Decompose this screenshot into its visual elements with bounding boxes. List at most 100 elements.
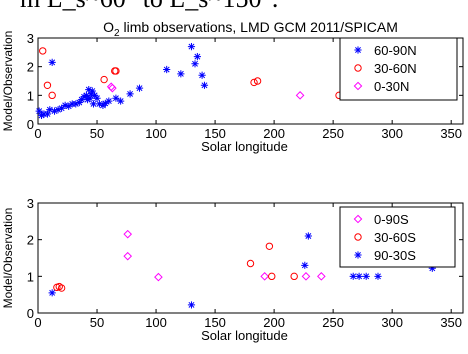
x-tick-label: 200 <box>263 315 285 330</box>
data-point <box>354 233 362 241</box>
y-axis-label: Model/Observation <box>1 208 15 309</box>
data-point <box>301 272 311 281</box>
y-axis-label: Model/Observation <box>1 31 15 132</box>
data-point <box>253 77 262 85</box>
data-point <box>187 43 196 51</box>
legend-label: 30-60S <box>374 230 416 245</box>
data-point <box>354 251 362 259</box>
data-point <box>83 96 92 104</box>
y-tick-label: 1 <box>27 88 34 103</box>
x-tick-label: 150 <box>204 126 226 141</box>
data-point <box>135 84 144 92</box>
data-point <box>39 47 47 55</box>
legend-label: 0-90S <box>374 212 409 227</box>
legend-label: 0-30N <box>374 79 409 94</box>
data-point <box>87 90 95 98</box>
data-point <box>100 75 108 84</box>
data-point <box>48 289 56 297</box>
data-point <box>80 93 88 101</box>
clipped-header-text: m L_s~60° to L_s~150°. <box>0 0 468 14</box>
y-tick-label: 1 <box>27 269 34 284</box>
x-tick-label: 0 <box>34 126 41 141</box>
data-point <box>353 214 363 224</box>
chart-panel-2: 0 50 100 150 200 250 300 350 0 1 2 3 Solar longitude… <box>1 196 464 343</box>
data-point <box>353 81 363 91</box>
y-tick-label: 0 <box>27 117 34 132</box>
x-tick-label: 50 <box>90 315 104 330</box>
data-point <box>123 251 133 261</box>
data-point <box>54 106 62 114</box>
data-point <box>112 67 120 75</box>
data-point <box>95 100 103 108</box>
legend-label: 90-30S <box>374 248 416 263</box>
data-point <box>101 99 109 107</box>
data-point <box>126 90 134 98</box>
data-point <box>48 91 56 100</box>
data-point <box>75 98 83 107</box>
data-point <box>108 83 117 93</box>
x-tick-label: 350 <box>440 315 462 330</box>
data-point <box>428 264 436 272</box>
data-point <box>46 106 54 114</box>
data-point <box>72 100 80 108</box>
x-tick-label: 50 <box>90 126 104 141</box>
data-point <box>290 272 298 281</box>
data-point <box>200 81 209 89</box>
y-tick-label: 2 <box>27 233 34 248</box>
data-point <box>88 87 96 95</box>
data-point <box>246 259 255 268</box>
data-point <box>37 111 46 119</box>
data-point <box>355 272 363 280</box>
x-tick-label: 350 <box>440 126 462 141</box>
data-point <box>123 229 133 239</box>
x-tick-label: 0 <box>34 315 41 330</box>
data-point <box>82 91 91 99</box>
data-point <box>354 46 362 54</box>
x-tick-label: 300 <box>381 126 403 141</box>
chart-title: O2 limb observations, LMD GCM 2011/SPICA… <box>103 19 398 39</box>
data-point <box>260 272 269 281</box>
data-point <box>78 96 86 104</box>
data-point <box>268 272 276 281</box>
y-tick-label: 3 <box>27 196 34 211</box>
data-point <box>89 100 98 108</box>
y-tick-label: 2 <box>27 60 34 75</box>
x-tick-label: 150 <box>204 315 226 330</box>
data-point <box>91 91 99 99</box>
data-point <box>65 102 73 110</box>
data-point <box>85 86 93 94</box>
x-axis-label: Solar longitude <box>201 139 288 154</box>
x-tick-label: 100 <box>145 315 167 330</box>
data-point <box>295 91 305 100</box>
data-point <box>193 53 201 61</box>
x-tick-label: 250 <box>322 126 344 141</box>
data-point <box>50 107 59 115</box>
legend-label: 60-90N <box>374 43 417 58</box>
data-point <box>187 301 196 309</box>
data-point <box>354 64 362 72</box>
legend-label: 30-60N <box>374 61 417 76</box>
data-point <box>362 272 370 280</box>
data-point <box>61 101 69 109</box>
data-point <box>86 94 94 102</box>
x-tick-label: 100 <box>145 126 167 141</box>
header-fragment-text: m L_s~60° to L_s~150°. <box>20 0 278 14</box>
data-point <box>163 65 171 74</box>
data-point <box>374 272 382 280</box>
data-point <box>43 110 52 118</box>
data-point <box>250 78 258 87</box>
data-point <box>48 58 56 66</box>
x-tick-label: 300 <box>381 315 403 330</box>
data-point <box>349 272 357 280</box>
x-tick-label: 200 <box>263 126 285 141</box>
y-tick-label: 0 <box>27 306 34 321</box>
data-point <box>43 81 52 90</box>
data-point <box>35 107 43 115</box>
y-tick-label: 3 <box>27 31 34 46</box>
x-tick-label: 250 <box>322 315 344 330</box>
data-point <box>112 94 120 102</box>
data-point <box>58 104 66 112</box>
data-point <box>301 261 309 269</box>
data-point <box>93 94 101 102</box>
